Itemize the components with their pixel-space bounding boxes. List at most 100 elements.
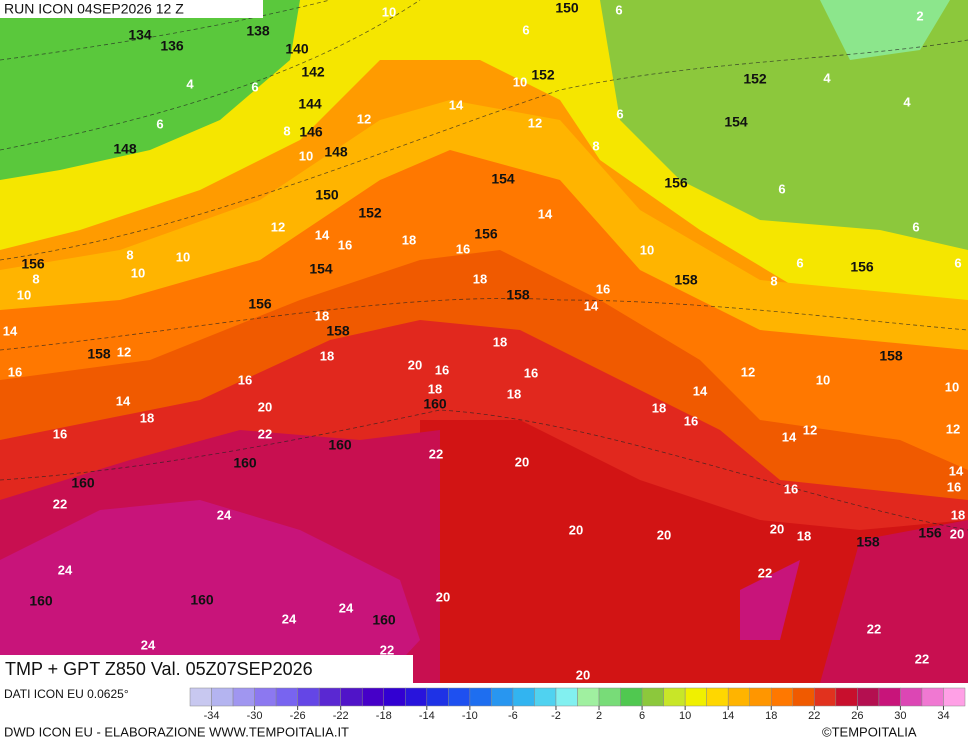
temperature-label: 6 <box>522 22 529 37</box>
temperature-label: 18 <box>315 308 329 323</box>
temperature-label: 8 <box>283 123 290 138</box>
geopotential-label: 148 <box>113 141 137 157</box>
geopotential-label: 138 <box>246 23 270 39</box>
title-box <box>0 655 413 683</box>
colorbar-tick-label: -18 <box>376 710 392 722</box>
colorbar-swatch <box>771 687 794 707</box>
temperature-label: 18 <box>493 334 507 349</box>
temperature-label: 16 <box>338 237 352 252</box>
colorbar-tick-label: 30 <box>894 710 906 722</box>
temperature-label: 14 <box>538 206 553 221</box>
temperature-label: 24 <box>339 600 354 615</box>
colorbar-swatch <box>900 687 923 707</box>
geopotential-label: 150 <box>555 0 579 16</box>
geopotential-label: 158 <box>506 287 530 303</box>
geopotential-label: 154 <box>724 114 748 130</box>
temperature-label: 22 <box>429 446 443 461</box>
colorbar-swatch <box>254 687 277 707</box>
temperature-label: 20 <box>408 357 422 372</box>
temperature-label: 24 <box>217 507 232 522</box>
temperature-label: 22 <box>758 565 772 580</box>
temperature-label: 24 <box>58 562 73 577</box>
colorbar-tick-label: 6 <box>639 710 645 722</box>
colorbar-swatch <box>706 687 729 707</box>
temperature-label: 12 <box>271 219 285 234</box>
temperature-label: 20 <box>258 399 272 414</box>
temperature-label: 10 <box>131 265 145 280</box>
temperature-label: 20 <box>576 667 590 682</box>
colorbar-swatch <box>383 687 406 707</box>
colorbar-swatch <box>814 687 837 707</box>
temperature-label: 14 <box>449 97 464 112</box>
geopotential-label: 160 <box>372 612 396 628</box>
temperature-label: 10 <box>17 287 31 302</box>
colorbar-tick-label: 26 <box>851 710 863 722</box>
data-source: DATI ICON EU 0.0625° <box>4 687 129 701</box>
temperature-label: 24 <box>141 637 156 652</box>
colorbar-tick-label: 18 <box>765 710 777 722</box>
temperature-label: 14 <box>584 298 599 313</box>
geopotential-label: 154 <box>491 171 515 187</box>
colorbar-swatch <box>921 687 944 707</box>
temperature-label: 20 <box>770 521 784 536</box>
map-title: TMP + GPT Z850 Val. 05Z07SEP2026 <box>5 659 313 679</box>
colorbar-tick-label: -26 <box>290 710 306 722</box>
temperature-label: 2 <box>916 8 923 23</box>
temperature-label: 8 <box>770 273 777 288</box>
colorbar-tick-label: 2 <box>596 710 602 722</box>
geopotential-label: 154 <box>309 261 333 277</box>
temperature-label: 14 <box>315 227 330 242</box>
temperature-label: 12 <box>803 422 817 437</box>
colorbar-tick-label: 10 <box>679 710 691 722</box>
temperature-label: 18 <box>473 271 487 286</box>
credit: DWD ICON EU - ELABORAZIONE WWW.TEMPOITAL… <box>4 724 349 739</box>
temperature-label: 18 <box>140 410 154 425</box>
temperature-label: 20 <box>657 527 671 542</box>
geopotential-label: 158 <box>879 348 903 364</box>
temperature-label: 22 <box>53 496 67 511</box>
geopotential-label: 158 <box>856 534 880 550</box>
temperature-label: 18 <box>507 386 521 401</box>
temperature-label: 14 <box>3 323 18 338</box>
colorbar-swatch <box>749 687 772 707</box>
geopotential-label: 158 <box>674 272 698 288</box>
colorbar-swatch <box>857 687 880 707</box>
temperature-label: 16 <box>947 479 961 494</box>
temperature-label: 18 <box>797 528 811 543</box>
temperature-label: 20 <box>950 526 964 541</box>
temperature-label: 6 <box>251 79 258 94</box>
temperature-label: 16 <box>684 413 698 428</box>
temperature-label: 6 <box>616 106 623 121</box>
geopotential-label: 134 <box>128 27 152 43</box>
temperature-label: 14 <box>949 463 964 478</box>
colorbar-swatch <box>641 687 664 707</box>
temperature-label: 4 <box>823 70 831 85</box>
temperature-label: 18 <box>951 507 965 522</box>
temperature-label: 24 <box>282 611 297 626</box>
colorbar-tick-label: 22 <box>808 710 820 722</box>
temperature-label: 14 <box>693 383 708 398</box>
temperature-label: 10 <box>945 379 959 394</box>
temperature-label: 10 <box>640 242 654 257</box>
temperature-label: 16 <box>524 365 538 380</box>
geopotential-label: 156 <box>918 525 942 541</box>
geopotential-label: 148 <box>324 144 348 160</box>
geopotential-label: 158 <box>87 346 111 362</box>
geopotential-label: 156 <box>474 226 498 242</box>
temperature-label: 16 <box>53 426 67 441</box>
geopotential-label: 144 <box>298 96 322 112</box>
colorbar: -34 -30 -26 -22 -18 -14 -10 -6 -2 2 6 10 14 18 22 26 30 3… <box>189 687 966 722</box>
colorbar-swatch <box>448 687 471 707</box>
temperature-label: 6 <box>156 116 163 131</box>
temperature-label: 20 <box>569 522 583 537</box>
temperature-label: 20 <box>436 589 450 604</box>
temperature-label: 16 <box>456 241 470 256</box>
colorbar-tick-label: 14 <box>722 710 734 722</box>
temperature-label: 6 <box>954 255 961 270</box>
colorbar-tick-label: -2 <box>551 710 561 722</box>
temperature-label: 22 <box>380 642 394 657</box>
temperature-label: 8 <box>32 271 39 286</box>
temperature-label: 6 <box>796 255 803 270</box>
geopotential-label: 160 <box>233 455 257 471</box>
temperature-label: 16 <box>435 362 449 377</box>
